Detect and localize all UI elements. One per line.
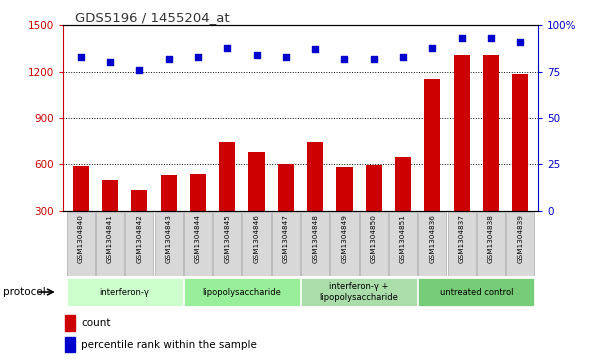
Text: GSM1304849: GSM1304849 (341, 214, 347, 263)
Bar (131, 191, 147, 211)
Point (486, 36, 496, 41)
Bar (154, 212, 183, 276)
Point (222, 45, 232, 50)
Bar (424, 79, 441, 211)
Bar (512, 74, 528, 211)
Point (427, 45, 437, 50)
Bar (418, 212, 447, 276)
Bar (67, 212, 95, 276)
Bar (66, 337, 75, 352)
Bar (184, 212, 212, 276)
Text: count: count (81, 318, 111, 328)
Bar (67, 278, 183, 306)
Point (457, 36, 466, 41)
Point (369, 56, 379, 62)
Point (76, 54, 85, 60)
Text: GSM1304838: GSM1304838 (488, 214, 494, 263)
Bar (418, 278, 534, 306)
Point (281, 54, 291, 60)
Point (310, 46, 320, 52)
Bar (219, 142, 235, 211)
Bar (160, 175, 177, 211)
Bar (331, 212, 359, 276)
Point (105, 60, 115, 65)
Text: protocol: protocol (3, 287, 46, 297)
Text: lipopolysaccharide: lipopolysaccharide (203, 287, 281, 297)
Point (164, 56, 174, 62)
Bar (301, 212, 329, 276)
Text: percentile rank within the sample: percentile rank within the sample (81, 340, 257, 350)
Bar (389, 212, 417, 276)
Text: GSM1304846: GSM1304846 (254, 214, 260, 263)
Bar (242, 212, 270, 276)
Bar (448, 212, 476, 276)
Point (252, 52, 261, 58)
Point (340, 56, 349, 62)
Text: untreated control: untreated control (439, 287, 513, 297)
Text: GDS5196 / 1455204_at: GDS5196 / 1455204_at (75, 11, 230, 24)
Point (516, 39, 525, 45)
Bar (248, 152, 264, 211)
Bar (454, 55, 470, 211)
Bar (102, 180, 118, 211)
Text: interferon-γ: interferon-γ (100, 287, 150, 297)
Text: GSM1304840: GSM1304840 (78, 214, 84, 263)
Bar (96, 212, 124, 276)
Text: GSM1304841: GSM1304841 (107, 214, 113, 263)
Text: GSM1304847: GSM1304847 (283, 214, 289, 263)
Text: GSM1304843: GSM1304843 (166, 214, 172, 263)
Bar (125, 212, 153, 276)
Point (135, 67, 144, 73)
Text: GSM1304844: GSM1304844 (195, 214, 201, 263)
Bar (483, 55, 499, 211)
Bar (477, 212, 505, 276)
Bar (272, 212, 300, 276)
Text: GSM1304837: GSM1304837 (459, 214, 465, 263)
Text: GSM1304836: GSM1304836 (429, 214, 435, 263)
Text: GSM1304842: GSM1304842 (136, 214, 142, 263)
Text: GSM1304848: GSM1304848 (312, 214, 318, 263)
Bar (366, 165, 382, 211)
Text: interferon-γ +
lipopolysaccharide: interferon-γ + lipopolysaccharide (320, 282, 398, 302)
Bar (506, 212, 534, 276)
Text: GSM1304850: GSM1304850 (371, 214, 377, 263)
Bar (395, 157, 411, 211)
Bar (66, 315, 75, 331)
Bar (337, 167, 353, 211)
Bar (213, 212, 241, 276)
Bar (307, 142, 323, 211)
Point (398, 54, 408, 60)
Bar (190, 174, 206, 211)
Bar (184, 278, 300, 306)
Text: GSM1304845: GSM1304845 (224, 214, 230, 263)
Text: GSM1304851: GSM1304851 (400, 214, 406, 263)
Bar (278, 164, 294, 211)
Bar (360, 212, 388, 276)
Bar (301, 278, 417, 306)
Bar (73, 166, 89, 211)
Text: GSM1304839: GSM1304839 (517, 214, 523, 263)
Point (193, 54, 203, 60)
